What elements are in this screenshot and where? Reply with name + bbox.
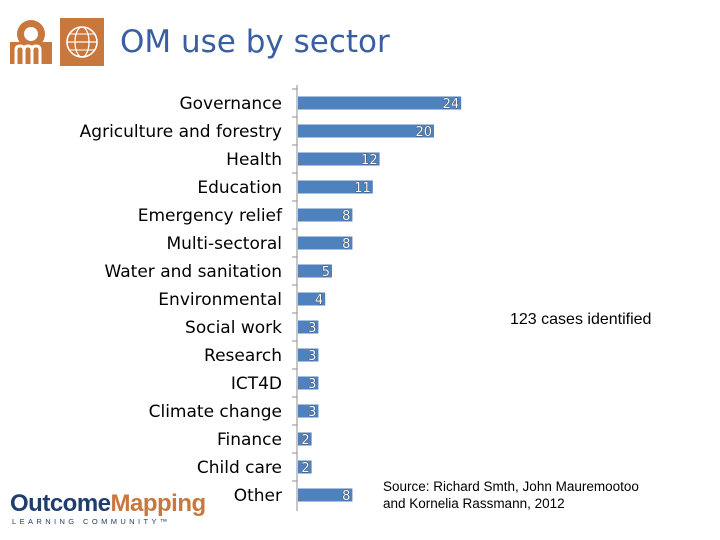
data-label: 12 [361,153,378,168]
brand-name: OutcomeMapping [10,490,206,518]
brand-subtitle: LEARNING COMMUNITY™ [12,517,171,526]
data-label: 3 [308,377,316,392]
bar [298,488,353,502]
data-label: 8 [342,489,350,504]
bar [298,208,353,222]
data-label: 2 [301,461,309,476]
category-label: Water and sanitation [105,262,282,282]
bar [298,320,319,334]
category-label: ICT4D [231,374,282,394]
data-label: 3 [308,321,316,336]
bar [298,236,353,250]
bar [298,348,319,362]
bar [298,264,332,278]
category-label: Other [234,486,282,506]
bar [298,152,380,166]
globe-logo-icon [60,18,104,66]
category-label: Emergency relief [138,206,283,226]
data-label: 20 [415,125,432,140]
category-label: Governance [179,94,282,114]
category-label: Health [226,150,282,170]
bar [298,96,462,110]
category-label: Finance [217,430,282,450]
data-label: 24 [443,97,460,112]
bar [298,292,326,306]
data-label: 3 [308,349,316,364]
source-citation: Source: Richard Smth, John Mauremootoo a… [383,478,713,512]
data-label: 5 [322,265,330,280]
bar [298,404,319,418]
category-label: Climate change [149,402,282,422]
om-logo-m-icon [6,18,56,66]
category-label: Social work [185,318,282,338]
bar [298,376,319,390]
source-line-2: and Kornelia Rassmann, 2012 [383,496,565,511]
bar [298,180,373,194]
category-label: Multi-sectoral [166,234,282,254]
data-label: 4 [315,293,323,308]
brand-name-part2: Mapping [110,490,207,517]
page-title: OM use by sector [120,24,390,60]
data-label: 2 [301,433,309,448]
category-label: Research [204,346,282,366]
category-label: Child care [197,458,282,478]
cases-note: 123 cases identified [510,311,652,328]
data-label: 8 [342,237,350,252]
data-label: 11 [354,181,371,196]
category-label: Education [197,178,282,198]
brand-name-part1: Outcome [10,490,111,517]
bar [298,432,312,446]
source-line-1: Source: Richard Smth, John Mauremootoo [383,479,639,494]
category-label: Environmental [158,290,282,310]
data-label: 3 [308,405,316,420]
bar [298,460,312,474]
data-label: 8 [342,209,350,224]
outcome-mapping-logo: OutcomeMapping LEARNING COMMUNITY™ [10,490,225,530]
category-label: Agriculture and forestry [80,122,282,142]
bar [298,124,434,138]
